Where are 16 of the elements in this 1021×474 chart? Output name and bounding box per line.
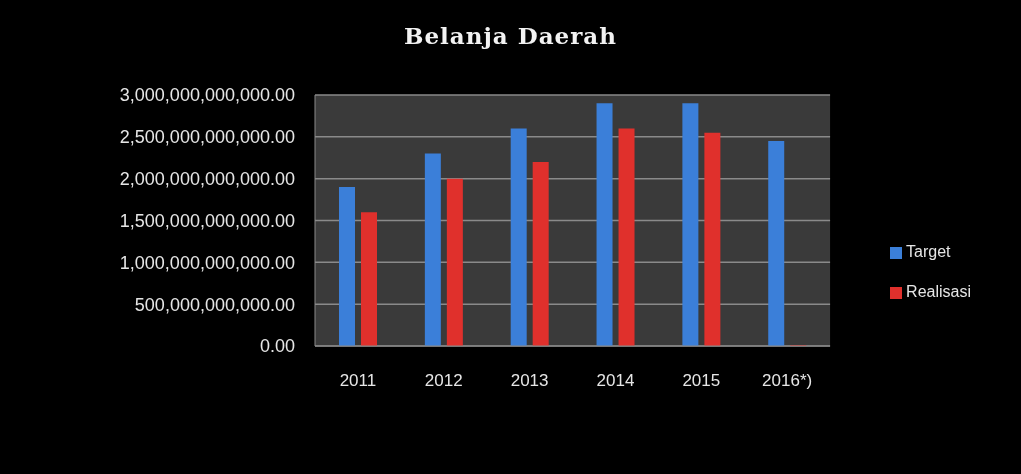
y-tick-label: 1,000,000,000,000.00	[119, 252, 295, 273]
x-tick-label: 2016*)	[762, 371, 813, 391]
legend-label: Target	[906, 243, 951, 260]
y-tick-label: 1,500,000,000,000.00	[119, 210, 295, 231]
x-tick-label: 2014	[596, 371, 635, 391]
x-tick-label: 2013	[510, 371, 549, 391]
y-tick-label: 3,000,000,000,000.00	[119, 85, 295, 106]
y-tick-label: 0.00	[259, 336, 295, 357]
chart-title: Belanja Daerah	[403, 22, 618, 49]
y-tick-label: 500,000,000,000.00	[134, 294, 295, 315]
x-tick-label: 2012	[424, 371, 463, 391]
legend-label: Realisasi	[906, 283, 971, 300]
y-tick-label: 2,000,000,000,000.00	[119, 169, 295, 190]
y-tick-label: 2,500,000,000,000.00	[119, 127, 295, 148]
x-tick-label: 2015	[682, 371, 721, 391]
x-tick-label: 2011	[339, 371, 377, 391]
